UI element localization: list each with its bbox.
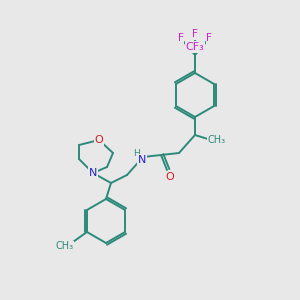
Text: CH₃: CH₃ — [208, 135, 226, 145]
Text: CF₃: CF₃ — [186, 42, 204, 52]
Text: N: N — [138, 155, 146, 165]
Text: F: F — [178, 33, 184, 43]
Text: N: N — [89, 168, 97, 178]
Text: F: F — [206, 33, 212, 43]
Text: O: O — [166, 172, 174, 182]
Text: F: F — [192, 29, 198, 39]
Text: H: H — [134, 148, 140, 158]
Text: O: O — [94, 135, 103, 145]
Text: CH₃: CH₃ — [56, 241, 74, 251]
